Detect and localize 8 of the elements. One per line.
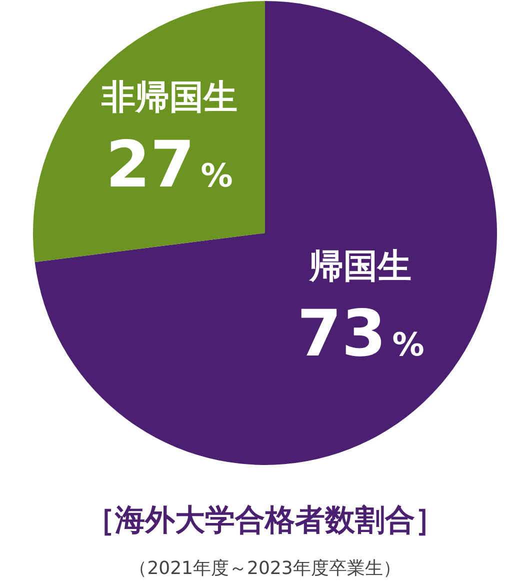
pie-slice [33, 1, 265, 262]
data-label: 73% [297, 297, 424, 372]
pie-slice [34, 1, 497, 465]
slice-label: 帰国生 [308, 246, 412, 286]
text: ［海外大学合格者数割合］ [85, 503, 445, 538]
text: （2021年度～2023年度卒業生） [129, 558, 401, 579]
slice-label: 非帰国生 [100, 78, 238, 118]
data-label: 27% [106, 128, 233, 203]
